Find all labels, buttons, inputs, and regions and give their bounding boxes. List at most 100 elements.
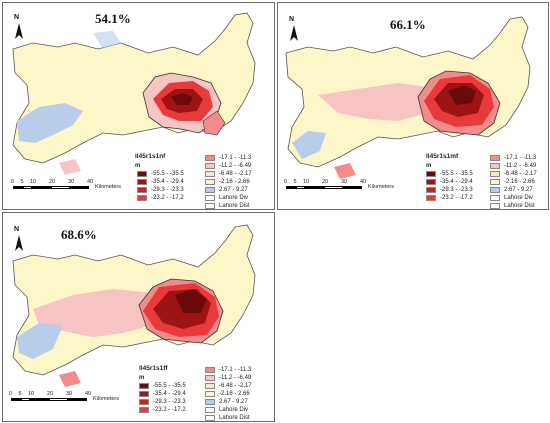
legend-label: -11.2 - -6.49	[219, 375, 252, 381]
darkest-zone	[171, 93, 193, 105]
scale-tick-label: 5	[293, 179, 297, 185]
legend-swatch	[426, 171, 436, 177]
legend-swatch	[137, 187, 147, 193]
legend-swatch	[137, 195, 147, 201]
legend: ll45r1s1ff m -55.5 - -35.5 -35.4 - -29.4 -…	[139, 365, 270, 421]
legend-label: -17.1 - -11.3	[219, 155, 252, 161]
legend-swatch	[490, 171, 500, 177]
scale-segment	[11, 398, 21, 401]
legend-swatch	[137, 171, 147, 177]
legend-title: ll45r1s1mf	[426, 153, 459, 160]
legend-swatch	[205, 383, 215, 389]
scale-tick-label: 30	[68, 179, 75, 185]
pink-patch	[59, 159, 81, 175]
legend-swatch	[426, 179, 436, 185]
scale-tick-label: 20	[49, 179, 56, 185]
scale-tick-label: 20	[47, 391, 54, 397]
legend-swatch	[205, 375, 215, 381]
scale-ticks: 0 5 10 20 30 40	[284, 179, 414, 186]
scale-segment	[22, 186, 32, 189]
pink-patch	[59, 371, 81, 387]
scale-tick-label: 40	[360, 179, 367, 185]
legend-swatch	[205, 163, 215, 169]
blue-area	[17, 103, 83, 143]
north-arrow: N	[11, 14, 27, 41]
legend-label: -29.3 - -23.3	[151, 187, 184, 193]
legend-label: -11.2 - -6.49	[219, 163, 252, 169]
scale-tick-label: 0	[9, 391, 13, 397]
darkest-zone	[175, 289, 207, 313]
legend-label: -6.48 - -2.17	[219, 383, 252, 389]
map-panel-1: 54.1% N ll45r1s1nf m -55.5 - -35.5 -35.4 …	[2, 2, 275, 210]
legend-swatch	[205, 203, 215, 209]
blue-area	[292, 131, 326, 159]
legend-title: ll45r1s1nf	[135, 153, 166, 160]
legend-swatch	[205, 179, 215, 185]
legend-swatch	[137, 179, 147, 185]
legend-label: -29.3 - -23.3	[440, 187, 473, 193]
scale-tick-label: 30	[66, 391, 73, 397]
scale-unit: Kilometers	[93, 396, 119, 402]
legend-swatch	[205, 391, 215, 397]
legend-label: -6.48 - -2.17	[219, 171, 252, 177]
scale-segment	[295, 186, 305, 189]
scale-ticks: 0 5 10 20 30 40	[9, 391, 139, 398]
scale-tick-label: 30	[341, 179, 348, 185]
scale-segment	[32, 186, 51, 189]
legend-title: ll45r1s1ff	[139, 365, 168, 372]
legend-label: -2.16 - 2.66	[219, 179, 250, 185]
north-arrow: N	[286, 16, 302, 43]
legend-label: -35.4 - -29.4	[153, 391, 186, 397]
legend-label: -11.2 - -6.49	[504, 163, 537, 169]
legend-swatch	[139, 383, 149, 389]
legend-label: 2.67 - 9.27	[219, 187, 248, 193]
legend-label: Lahore Div	[219, 407, 249, 413]
scale-segment	[49, 398, 68, 401]
percentage-label: 66.1%	[390, 17, 426, 32]
map-2	[285, 16, 531, 179]
legend-label: -23.2 - -17.2	[153, 407, 186, 413]
scale-segment	[68, 398, 87, 401]
scale-segment	[20, 398, 30, 401]
legend-swatch	[490, 179, 500, 185]
scale-segment	[70, 186, 89, 189]
legend-swatch	[205, 187, 215, 193]
map-1	[12, 12, 256, 175]
scale-segment	[13, 186, 23, 189]
legend-label: -23.2 - -17.2	[440, 195, 473, 201]
legend-swatch	[490, 203, 500, 209]
legend-swatch	[205, 367, 215, 373]
legend-unit: m	[426, 163, 432, 169]
legend-label: -2.16 - 2.66	[504, 179, 535, 185]
north-label: N	[289, 16, 295, 23]
legend-swatch	[205, 407, 215, 413]
scale-tick-label: 40	[87, 179, 94, 185]
map-3	[12, 224, 256, 387]
legend-label: -35.4 - -29.4	[151, 179, 184, 185]
legend-swatch	[139, 407, 149, 413]
scale-segment	[324, 186, 343, 189]
legend-label: 2.67 - 9.27	[219, 399, 248, 405]
pink-patch	[334, 163, 356, 179]
legend-swatch	[490, 163, 500, 169]
legend-swatch	[490, 187, 500, 193]
legend-swatch	[490, 155, 500, 161]
scale-tick-label: 10	[28, 391, 35, 397]
north-arrow-icon	[15, 23, 23, 39]
legend: ll45r1s1mf m -55.5 - -35.5 -35.4 - -29.4 -…	[426, 153, 544, 209]
legend-label: -55.5 - -35.5	[440, 171, 473, 177]
legend-label: -17.1 - -11.3	[504, 155, 537, 161]
scale-tick-label: 0	[11, 179, 15, 185]
legend-label: Lahore Div	[219, 195, 249, 201]
pink-area	[318, 83, 428, 121]
region-shape	[12, 12, 256, 164]
scale-bar: 0 5 10 20 30 40 Kilometers	[11, 179, 141, 193]
legend-swatch	[205, 171, 215, 177]
legend-swatch	[139, 391, 149, 397]
legend-label: Lahore Dist	[219, 203, 250, 209]
legend-swatch	[205, 415, 215, 421]
lahore-dist	[202, 110, 226, 136]
legend-unit: m	[135, 163, 141, 169]
scale-tick-label: 0	[284, 179, 288, 185]
legend-swatch	[426, 187, 436, 193]
